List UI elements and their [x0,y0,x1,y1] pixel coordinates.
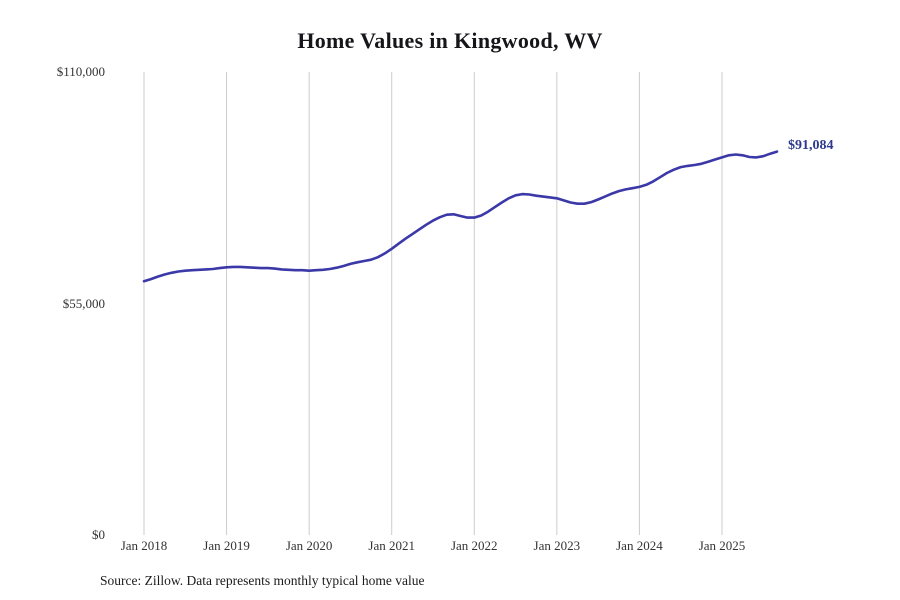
x-tick-label: Jan 2019 [203,538,250,553]
y-tick-label: $55,000 [62,295,105,311]
x-tick-label: Jan 2021 [368,538,415,553]
home-value-series-line [142,150,779,283]
chart-title: Home Values in Kingwood, WV [297,28,603,53]
x-tick-label: Jan 2023 [533,538,581,553]
x-tick-label: Jan 2025 [698,538,746,553]
x-tick-label: Jan 2020 [285,538,333,553]
x-tick-label: Jan 2018 [120,538,168,553]
last-value-annotation: $91,084 [788,137,834,153]
y-tick-label: $0 [92,527,105,542]
x-tick-label: Jan 2022 [450,538,498,553]
x-tick-label: Jan 2024 [616,538,663,553]
source-note: Source: Zillow. Data represents monthly … [100,573,425,588]
y-tick-label: $110,000 [56,64,105,79]
